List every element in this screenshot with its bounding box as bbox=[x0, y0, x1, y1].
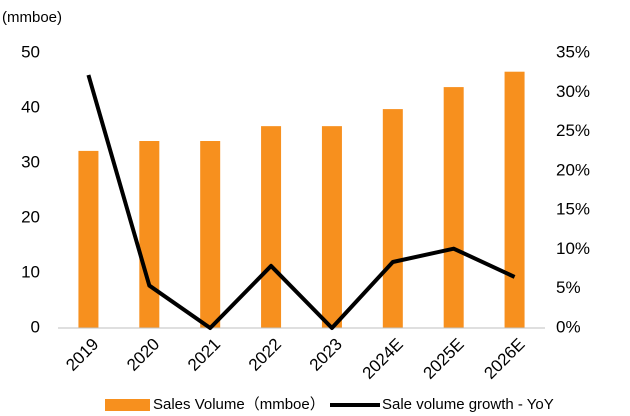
legend-swatch bbox=[105, 399, 150, 411]
x-tick-label: 2026E bbox=[480, 335, 528, 383]
y2-tick-label: 5% bbox=[556, 278, 581, 297]
y-tick-label: 20 bbox=[21, 207, 40, 226]
y-tick-label: 30 bbox=[21, 152, 40, 171]
y2-tick-label: 15% bbox=[556, 200, 590, 219]
line bbox=[86, 74, 516, 330]
y-axis-unit: (mmboe) bbox=[2, 9, 62, 26]
x-tick-label: 2021 bbox=[184, 335, 224, 375]
x-tick-label: 2025E bbox=[419, 335, 467, 383]
x-tick-label: 2023 bbox=[306, 335, 346, 375]
bar bbox=[443, 87, 464, 328]
y2-tick-label: 0% bbox=[556, 317, 581, 336]
y2-tick-label: 25% bbox=[556, 121, 590, 140]
bar bbox=[321, 126, 342, 329]
x-tick-label: 2020 bbox=[123, 335, 163, 375]
y-tick-label: 50 bbox=[21, 42, 40, 61]
y-tick-label: 0 bbox=[31, 317, 40, 336]
y2-tick-label: 10% bbox=[556, 239, 590, 258]
y-tick-label: 10 bbox=[21, 262, 40, 281]
y2-tick-label: 20% bbox=[556, 160, 590, 179]
legend-label: Sales Volume（mmboe） bbox=[153, 396, 325, 413]
x-tick-label: 2024E bbox=[359, 335, 407, 383]
y2-tick-label: 30% bbox=[556, 82, 590, 101]
bar bbox=[78, 150, 99, 328]
bar bbox=[261, 126, 282, 329]
bar bbox=[504, 71, 525, 328]
bar bbox=[200, 141, 221, 328]
bar bbox=[382, 109, 403, 328]
y-tick-label: 40 bbox=[21, 97, 40, 116]
bar bbox=[139, 141, 160, 328]
x-tick-label: 2022 bbox=[245, 335, 285, 375]
legend-label: Sale volume growth - YoY bbox=[382, 396, 554, 413]
y2-tick-label: 35% bbox=[556, 42, 590, 61]
x-tick-label: 2019 bbox=[62, 335, 102, 375]
